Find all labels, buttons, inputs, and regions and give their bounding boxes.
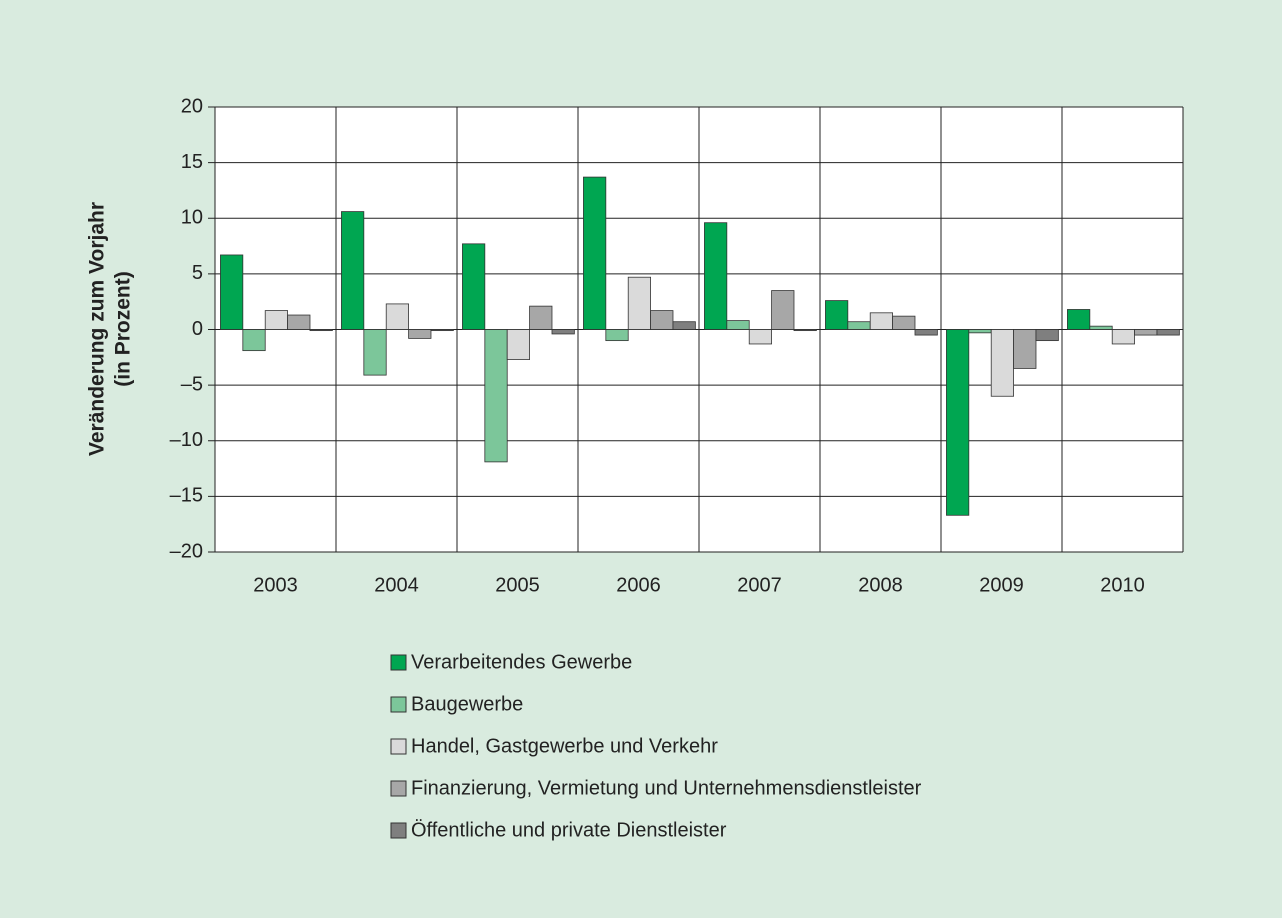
bar bbox=[1035, 329, 1059, 342]
bar bbox=[484, 329, 508, 463]
bar bbox=[847, 321, 871, 330]
bar bbox=[506, 329, 530, 360]
bar bbox=[309, 329, 333, 332]
x-tick-label: 2010 bbox=[1100, 574, 1145, 596]
x-tick-label: 2009 bbox=[979, 574, 1024, 596]
bar bbox=[264, 310, 288, 330]
y-axis-label: Veränderung zum Vorjahr bbox=[86, 202, 109, 456]
bar bbox=[385, 303, 409, 330]
bar bbox=[529, 305, 553, 330]
legend-swatch bbox=[390, 696, 407, 713]
y-tick-label: –15 bbox=[170, 485, 203, 507]
bar bbox=[726, 320, 750, 330]
y-axis-title: Veränderung zum Vorjahr (in Prozent) bbox=[86, 202, 135, 456]
bar bbox=[704, 222, 728, 330]
bar bbox=[462, 243, 486, 330]
legend-label: Finanzierung, Vermietung und Unternehmen… bbox=[411, 777, 922, 799]
legend-label: Öffentliche und private Dienstleister bbox=[411, 819, 727, 841]
y-tick-label: 10 bbox=[181, 207, 203, 229]
bar bbox=[605, 329, 629, 342]
bar bbox=[627, 276, 652, 330]
bar bbox=[408, 329, 432, 339]
bar bbox=[583, 176, 607, 330]
bar bbox=[748, 329, 773, 345]
bar bbox=[869, 312, 894, 330]
bar bbox=[430, 329, 454, 332]
legend-swatch bbox=[390, 738, 407, 755]
bar bbox=[1134, 329, 1158, 336]
bar bbox=[287, 314, 311, 330]
bar bbox=[1013, 329, 1037, 369]
x-tick-label: 2006 bbox=[616, 574, 661, 596]
y-tick-label: 5 bbox=[192, 262, 203, 284]
legend-swatch bbox=[390, 822, 407, 839]
bar bbox=[771, 290, 795, 330]
bar bbox=[892, 315, 916, 330]
bar bbox=[1111, 329, 1135, 345]
legend-label: Handel, Gastgewerbe und Verkehr bbox=[411, 735, 718, 757]
y-axis-label: (in Prozent) bbox=[112, 271, 135, 387]
bar bbox=[363, 329, 387, 376]
x-tick-label: 2007 bbox=[737, 574, 782, 596]
bar bbox=[793, 329, 817, 332]
bar bbox=[825, 300, 849, 330]
legend-label: Verarbeitendes Gewerbe bbox=[411, 651, 632, 673]
y-tick-label: –5 bbox=[181, 373, 203, 395]
bar bbox=[672, 321, 696, 330]
x-tick-label: 2005 bbox=[495, 574, 540, 596]
y-tick-label: 20 bbox=[181, 95, 203, 117]
legend-swatch bbox=[390, 654, 407, 671]
x-tick-label: 2008 bbox=[858, 574, 903, 596]
bar bbox=[341, 211, 365, 330]
bar bbox=[968, 329, 992, 334]
y-tick-label: 0 bbox=[192, 318, 203, 340]
y-tick-label: 15 bbox=[181, 151, 203, 173]
legend-label: Baugewerbe bbox=[411, 693, 523, 715]
x-tick-label: 2004 bbox=[374, 574, 419, 596]
bar bbox=[1156, 329, 1180, 336]
bar bbox=[551, 329, 575, 335]
x-tick-label: 2003 bbox=[253, 574, 298, 596]
bar bbox=[220, 254, 244, 330]
bar bbox=[914, 329, 938, 336]
bar bbox=[242, 329, 266, 352]
bar bbox=[946, 329, 970, 516]
y-tick-label: –10 bbox=[170, 429, 203, 451]
bar bbox=[650, 310, 674, 330]
bar bbox=[1089, 325, 1113, 330]
bar bbox=[990, 329, 1015, 397]
legend-swatch bbox=[390, 780, 407, 797]
bar bbox=[1067, 309, 1091, 330]
y-tick-label: –20 bbox=[170, 540, 203, 562]
